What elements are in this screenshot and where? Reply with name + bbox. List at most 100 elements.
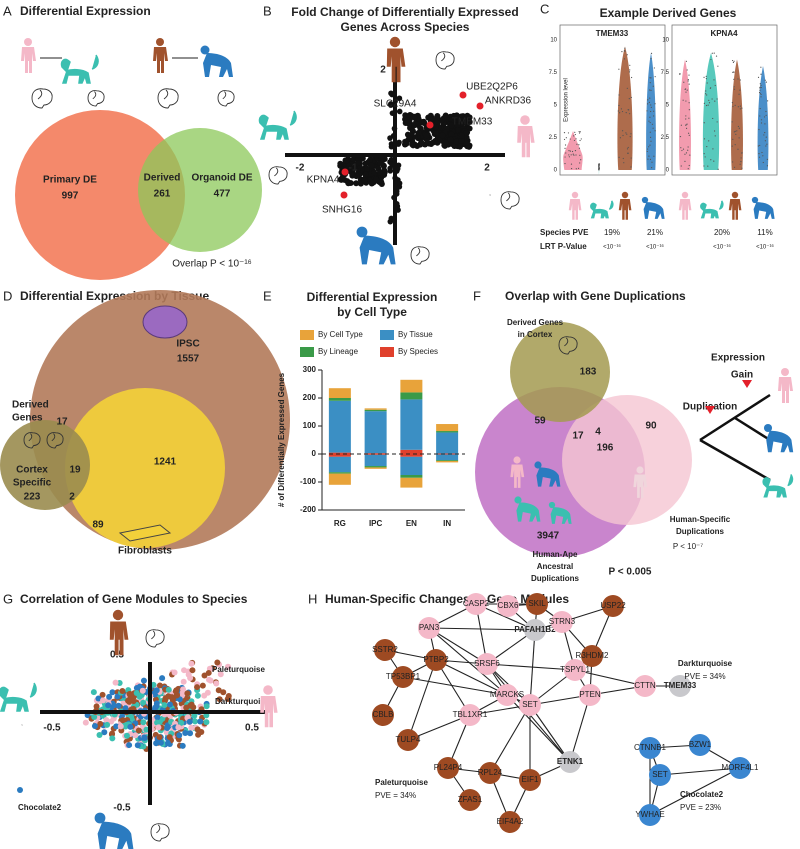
- panel-title: Differential Expression: [20, 4, 151, 18]
- cell-dot: [764, 79, 766, 81]
- cell-dot: [708, 140, 710, 142]
- tick-label: 5: [666, 103, 670, 109]
- dot: [362, 171, 369, 178]
- label: Human-Ape: [533, 550, 578, 559]
- cell-dot: [706, 82, 708, 84]
- cell-dot: [734, 130, 736, 132]
- network-node: [524, 619, 546, 641]
- human-icon: [621, 191, 629, 199]
- cell-dot: [705, 77, 707, 80]
- human-icon: [156, 38, 164, 46]
- bar: [436, 424, 459, 432]
- cell-dot: [740, 157, 742, 159]
- cell-dot: [739, 163, 741, 165]
- cell-dot: [653, 110, 655, 112]
- cell-dot: [578, 147, 581, 149]
- cell-dot: [627, 109, 629, 111]
- legend-label: By Lineage: [318, 347, 359, 356]
- module-dot: [135, 727, 142, 734]
- dot: [388, 215, 395, 222]
- network-node: [372, 704, 394, 726]
- module-dot: [188, 660, 195, 667]
- cell-dot: [738, 137, 740, 139]
- ape-icon: [203, 53, 233, 77]
- node-label: PAFAH1B2: [514, 625, 556, 634]
- network-node: [602, 595, 624, 617]
- cell-dot: [654, 103, 656, 105]
- brain-icon: [145, 629, 165, 648]
- ape-icon: [751, 196, 759, 204]
- module-dot: [176, 732, 183, 739]
- cell-dot: [625, 132, 627, 134]
- cell-dot: [685, 91, 687, 93]
- module-dot: [179, 742, 186, 749]
- cell-dot: [654, 130, 656, 132]
- cell-dot: [627, 152, 629, 154]
- cell-dot: [565, 137, 567, 139]
- bar: [364, 454, 387, 467]
- module-dot: [123, 732, 130, 739]
- module-dot: [91, 723, 98, 730]
- module-dot: [188, 724, 195, 731]
- bar: [328, 473, 351, 485]
- cell-dot: [598, 169, 600, 171]
- module-dot: [203, 703, 210, 710]
- module-dot: [99, 691, 106, 698]
- module-dot: [172, 688, 179, 695]
- cell-dot: [650, 57, 652, 60]
- label: PVE = 34%: [375, 791, 416, 800]
- cell-dot: [578, 144, 580, 146]
- cell-dot: [760, 96, 762, 98]
- y-tick-label: 100: [303, 421, 317, 430]
- dot: [366, 157, 373, 164]
- label: by Cell Type: [337, 305, 407, 319]
- ape-icon: [536, 467, 561, 487]
- venn-organoid: [138, 128, 262, 252]
- module-dot: [150, 681, 157, 688]
- cell-dot: [620, 108, 622, 110]
- network-node: [639, 737, 661, 759]
- dot: [418, 140, 425, 147]
- cell-dot: [622, 134, 624, 137]
- highlight-dot: [426, 121, 434, 129]
- cell-dot: [708, 102, 711, 104]
- cell-dot: [760, 84, 762, 86]
- dot: [447, 136, 454, 143]
- bar: [436, 454, 459, 461]
- label: 261: [154, 189, 171, 200]
- bar: [364, 409, 387, 412]
- bar: [364, 466, 387, 468]
- ape-icon: [514, 496, 522, 504]
- cell-dot: [761, 151, 763, 154]
- dot: [410, 142, 417, 149]
- cell-dot: [733, 78, 735, 80]
- dot: [354, 160, 361, 167]
- node-label: PTEN: [579, 690, 601, 699]
- node-label: YWHAE: [635, 810, 664, 819]
- network-edge: [402, 676, 508, 696]
- ape-icon: [766, 430, 794, 453]
- dot: [371, 169, 378, 176]
- cell-dot: [688, 83, 690, 85]
- cell-dot: [652, 85, 654, 87]
- cell-dot: [572, 153, 574, 155]
- module-dot: [115, 702, 122, 709]
- cell-dot: [650, 89, 652, 91]
- tick-label: 10: [550, 38, 557, 44]
- cell-dot: [684, 160, 686, 163]
- label: 19%: [604, 228, 620, 237]
- cell-dot: [682, 99, 684, 101]
- label: Duplications: [531, 574, 580, 583]
- panel-letter: C: [540, 1, 549, 16]
- network-node: [526, 593, 548, 615]
- ape-icon: [641, 196, 649, 204]
- cell-dot: [688, 134, 690, 136]
- network-edge: [486, 663, 576, 671]
- label: 196: [597, 443, 614, 454]
- cell-dot: [706, 94, 708, 96]
- human-icon: [153, 47, 168, 73]
- cell-dot: [703, 76, 705, 78]
- cell-dot: [738, 127, 740, 129]
- cell-dot: [621, 51, 623, 53]
- bar: [400, 454, 423, 457]
